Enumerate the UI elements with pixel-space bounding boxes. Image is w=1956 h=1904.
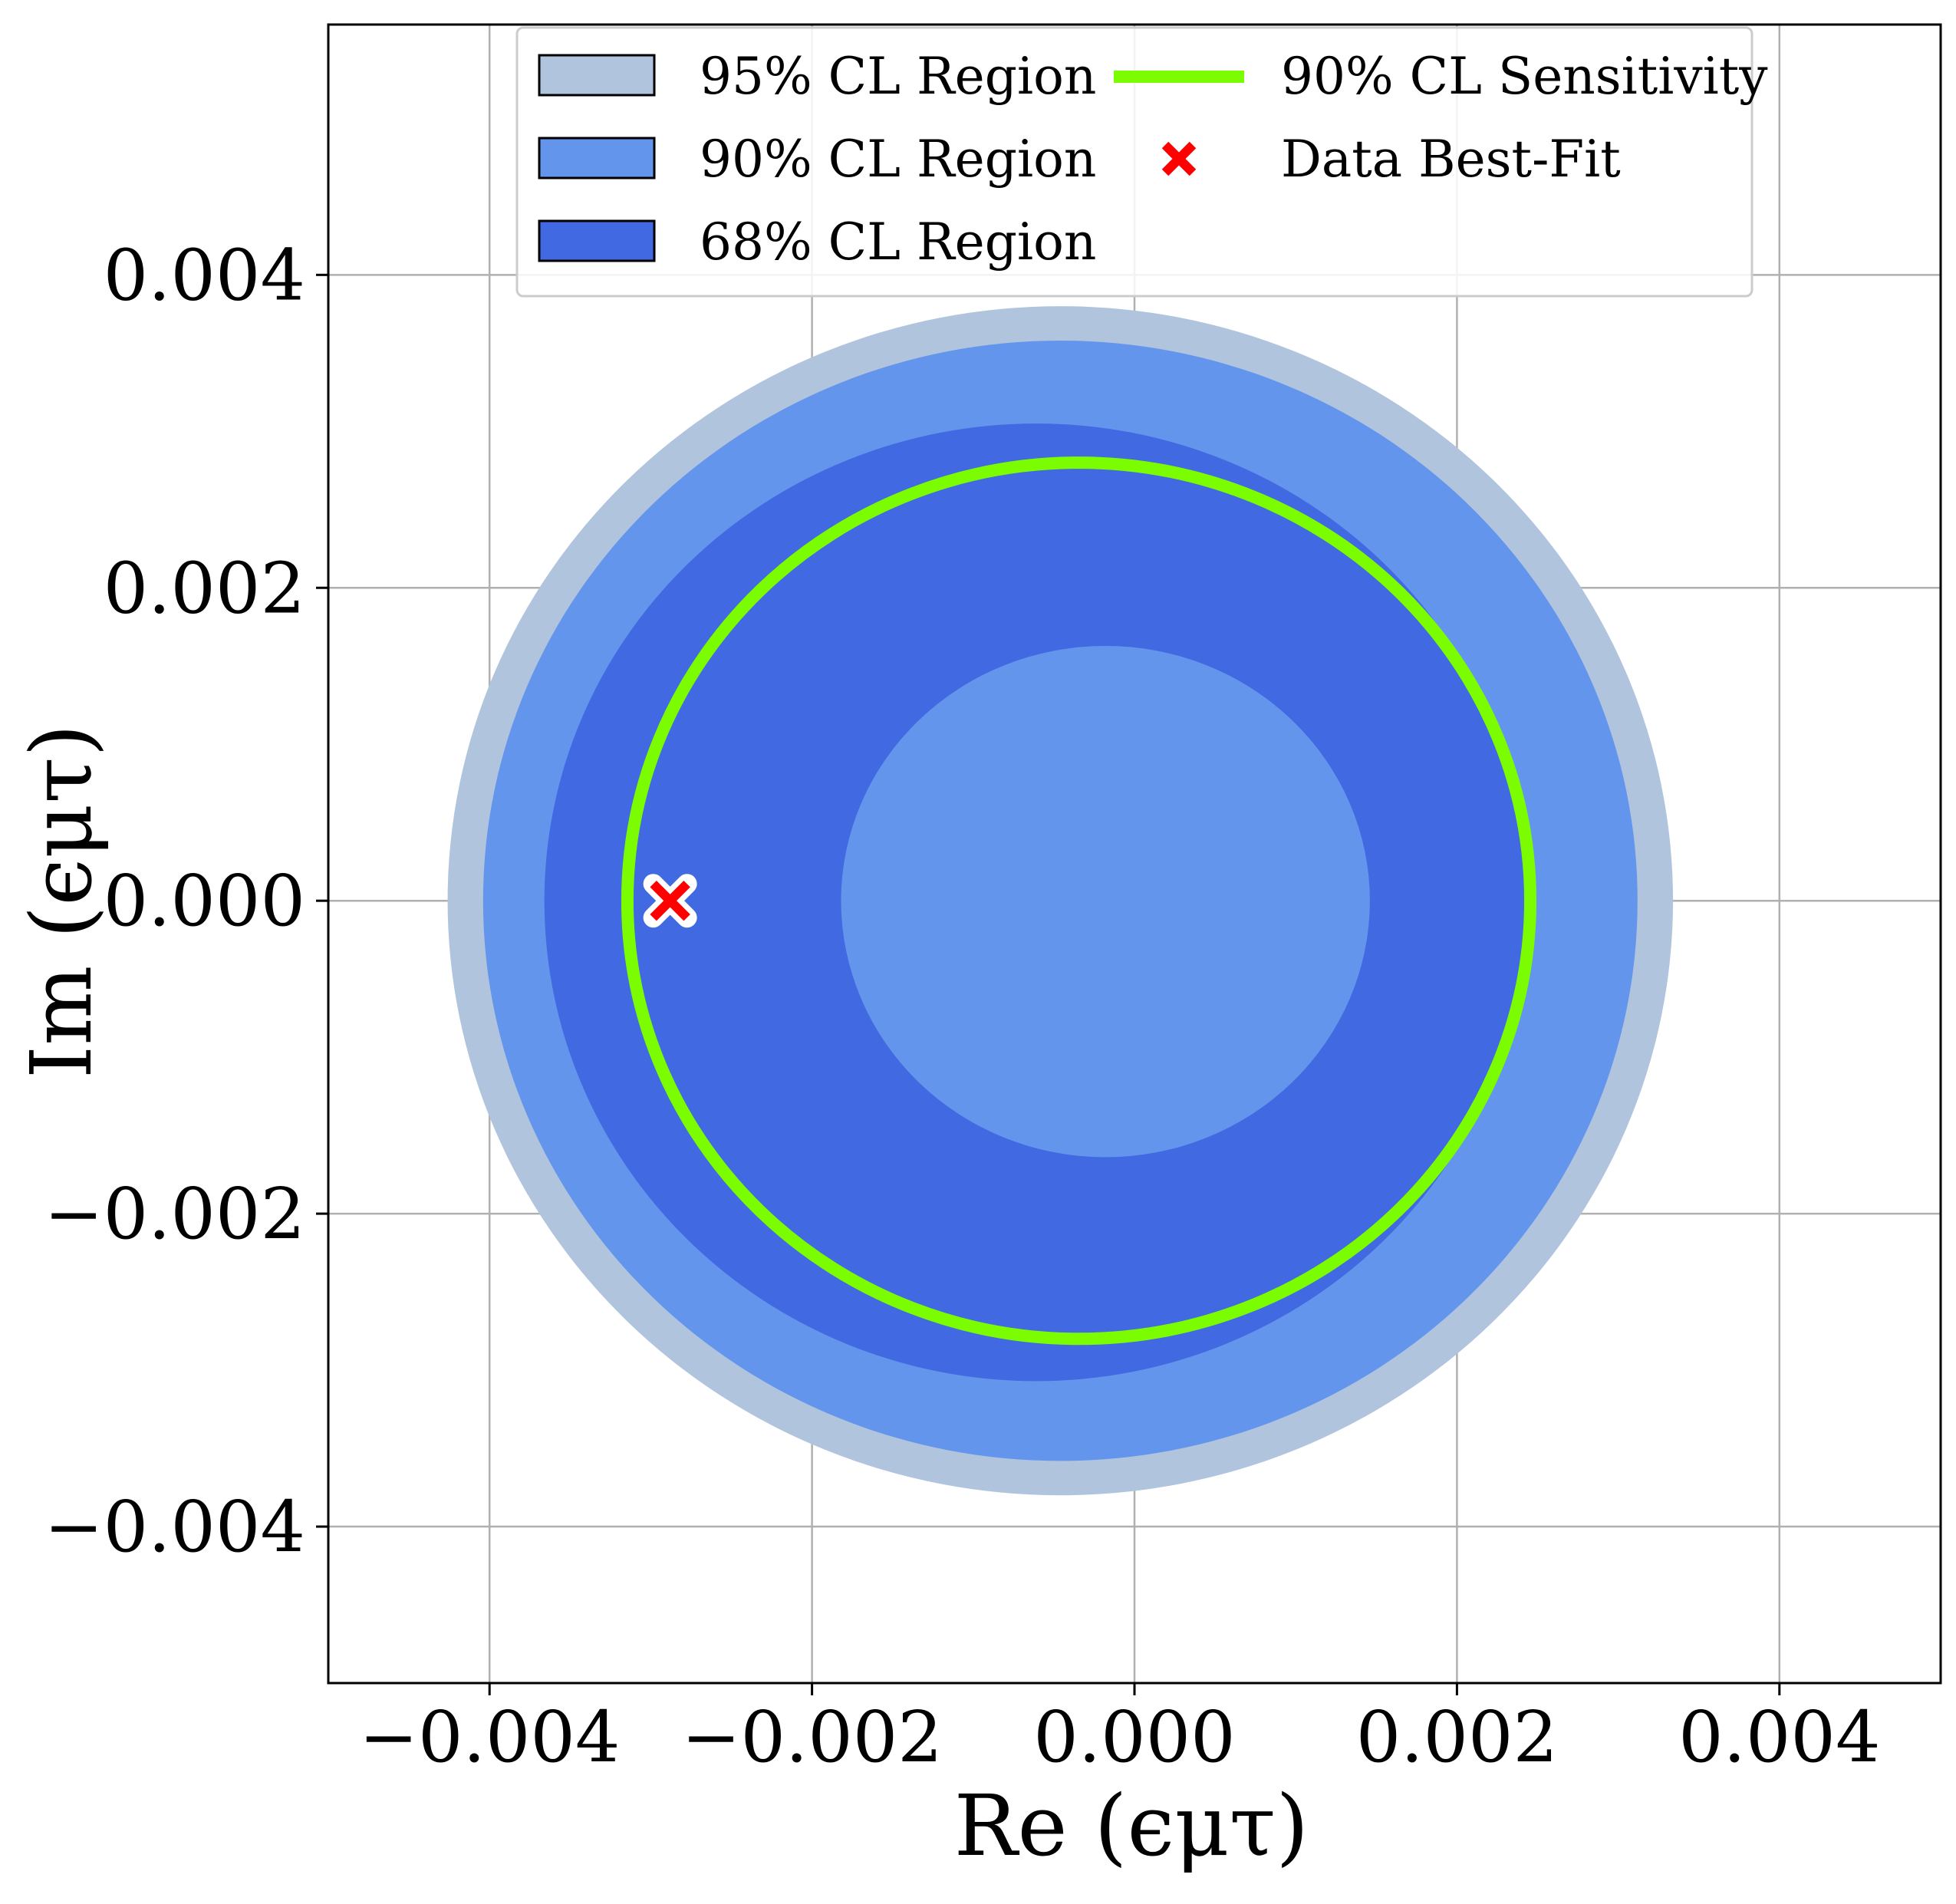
sensitivity-curve — [621, 456, 1537, 1345]
legend-swatch-95 — [538, 54, 656, 97]
legend-best-fit-marker — [1161, 141, 1197, 176]
x-tick-label-3: 0.002 — [1356, 1696, 1558, 1778]
legend-label-best-fit: Data Best-Fit — [1281, 130, 1621, 189]
x-axis-label: Re (ϵμτ) — [954, 1777, 1309, 1875]
axis-ticks: −0.004 −0.002 0.000 0.002 0.004 −0.004 −0.002 0… — [44, 234, 1881, 1778]
x-tick-label-0: −0.004 — [359, 1696, 620, 1778]
legend-label-sensitivity: 90% CL Sensitivity — [1281, 47, 1768, 106]
legend-swatch-90 — [538, 137, 656, 180]
legend-label-90: 90% CL Region — [700, 130, 1096, 189]
legend: 95% CL Region 90% CL Region 68% CL Regio… — [515, 26, 1768, 298]
y-tick-label-4: 0.004 — [104, 234, 305, 316]
legend-label-95: 95% CL Region — [700, 47, 1096, 106]
sensitivity-contour — [621, 456, 1537, 1345]
y-tick-label-3: 0.002 — [104, 547, 305, 629]
legend-label-68: 68% CL Region — [700, 212, 1096, 272]
y-tick-label-1: −0.002 — [44, 1173, 305, 1255]
y-tick-label-2: 0.000 — [104, 860, 305, 942]
x-tick-label-1: −0.002 — [681, 1696, 942, 1778]
best-fit-point — [643, 874, 697, 928]
legend-swatch-68 — [538, 219, 656, 262]
region-inner-90-cl — [841, 645, 1370, 1158]
y-axis-label: Im (ϵμτ) — [12, 724, 110, 1079]
legend-frame — [515, 26, 1753, 298]
best-fit-marker — [643, 874, 697, 928]
x-tick-label-4: 0.004 — [1678, 1696, 1880, 1778]
x-tick-label-2: 0.000 — [1033, 1696, 1235, 1778]
y-tick-label-0: −0.004 — [44, 1486, 305, 1568]
